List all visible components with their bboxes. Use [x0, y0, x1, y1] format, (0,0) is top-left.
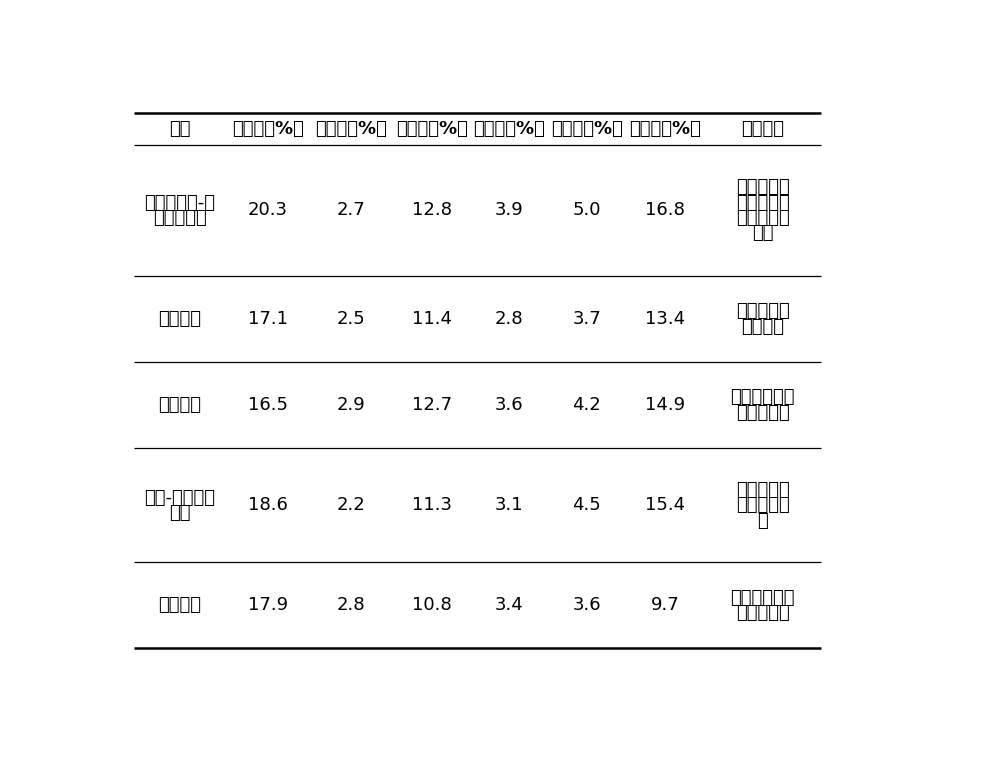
- Text: 16.8: 16.8: [645, 202, 685, 219]
- Text: 2.8: 2.8: [495, 310, 524, 328]
- Text: 2.2: 2.2: [337, 496, 366, 514]
- Text: 11.3: 11.3: [412, 496, 452, 514]
- Text: 翠绿、清香、: 翠绿、清香、: [731, 589, 795, 606]
- Text: 3.7: 3.7: [573, 310, 601, 328]
- Text: 光波杀青: 光波杀青: [159, 597, 202, 614]
- Text: 咖啡碱（%）: 咖啡碱（%）: [315, 120, 387, 138]
- Text: 2.9: 2.9: [337, 396, 366, 414]
- Text: 20.3: 20.3: [248, 202, 288, 219]
- Text: 氨基酸（%）: 氨基酸（%）: [473, 120, 545, 138]
- Text: 17.9: 17.9: [248, 597, 288, 614]
- Text: 杀青叶较干: 杀青叶较干: [736, 604, 790, 622]
- Text: 儿茶素（%）: 儿茶素（%）: [396, 120, 468, 138]
- Text: 微波-热风联合: 微波-热风联合: [145, 488, 216, 506]
- Text: 可溶糖（%）: 可溶糖（%）: [551, 120, 623, 138]
- Text: 3.4: 3.4: [495, 597, 524, 614]
- Text: 14.9: 14.9: [645, 396, 685, 414]
- Text: 性、紧捏叶: 性、紧捏叶: [736, 193, 790, 211]
- Text: 香、柔软: 香、柔软: [741, 318, 784, 336]
- Text: 本发明微波-光: 本发明微波-光: [145, 193, 216, 211]
- Text: 17.1: 17.1: [248, 310, 288, 328]
- Text: 16.5: 16.5: [248, 396, 288, 414]
- Text: 4.5: 4.5: [573, 496, 601, 514]
- Text: 杀青: 杀青: [169, 504, 191, 522]
- Text: 11.4: 11.4: [412, 310, 452, 328]
- Text: 3.6: 3.6: [573, 597, 601, 614]
- Text: 微波杀青: 微波杀青: [159, 310, 202, 328]
- Text: 气浓: 气浓: [752, 224, 774, 243]
- Text: 15.4: 15.4: [645, 496, 685, 514]
- Text: 13.4: 13.4: [645, 310, 685, 328]
- Text: 芳香油（%）: 芳香油（%）: [629, 120, 701, 138]
- Text: 子成团，香: 子成团，香: [736, 209, 790, 227]
- Text: 2.8: 2.8: [337, 597, 366, 614]
- Text: 翠绿、有清: 翠绿、有清: [736, 302, 790, 320]
- Text: 暗绿、带茶: 暗绿、带茶: [736, 481, 790, 499]
- Text: 10.8: 10.8: [412, 597, 452, 614]
- Text: 4.2: 4.2: [573, 396, 601, 414]
- Text: 中: 中: [757, 512, 768, 530]
- Text: 杀青叶较干: 杀青叶较干: [736, 404, 790, 421]
- Text: 3.9: 3.9: [495, 202, 524, 219]
- Text: 滚筒杀青: 滚筒杀青: [159, 396, 202, 414]
- Text: 2.5: 2.5: [337, 310, 366, 328]
- Text: 12.8: 12.8: [412, 202, 452, 219]
- Text: 茶多酚（%）: 茶多酚（%）: [232, 120, 304, 138]
- Text: 2.7: 2.7: [337, 202, 366, 219]
- Text: 18.6: 18.6: [248, 496, 288, 514]
- Text: 3.1: 3.1: [495, 496, 524, 514]
- Text: 3.6: 3.6: [495, 396, 524, 414]
- Text: 5.0: 5.0: [573, 202, 601, 219]
- Text: 波复式杀青: 波复式杀青: [153, 209, 207, 227]
- Text: 暗绿、叶软、: 暗绿、叶软、: [731, 388, 795, 406]
- Text: 12.7: 12.7: [412, 396, 452, 414]
- Text: 香、杀青适: 香、杀青适: [736, 496, 790, 514]
- Text: 9.7: 9.7: [651, 597, 680, 614]
- Text: 翠绿、有粘: 翠绿、有粘: [736, 178, 790, 196]
- Text: 组别: 组别: [169, 120, 191, 138]
- Text: 外观评审: 外观评审: [741, 120, 784, 138]
